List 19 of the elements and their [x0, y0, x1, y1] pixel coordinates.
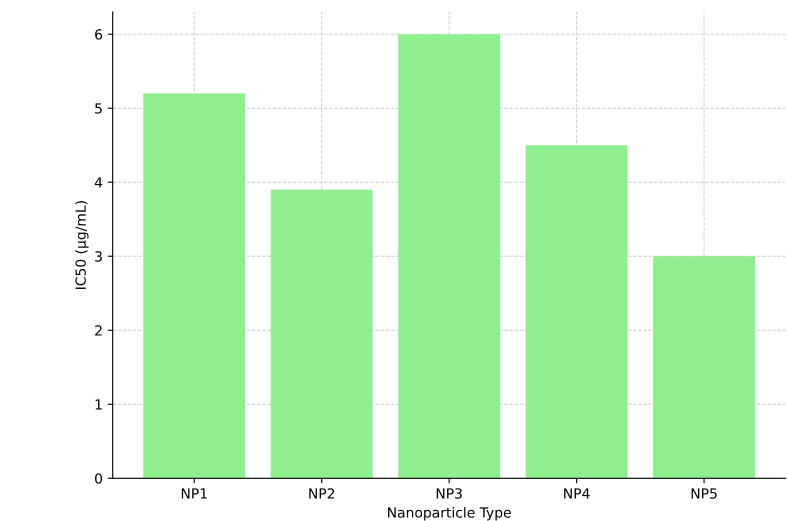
- x-tick-label: NP3: [436, 488, 462, 499]
- x-tick-label: NP2: [309, 488, 334, 499]
- y-axis-title: IC50 (µg/mL): [75, 201, 89, 289]
- bar: [270, 190, 373, 478]
- x-tick-label: NP1: [182, 488, 207, 499]
- bar: [653, 256, 756, 478]
- y-tick-label: 1: [96, 399, 102, 410]
- y-tick-label: 2: [95, 325, 102, 336]
- bar: [526, 145, 628, 478]
- y-tick-label: 5: [95, 103, 102, 114]
- bar: [398, 34, 500, 478]
- y-tick-label: 4: [94, 177, 102, 188]
- y-tick-label: 3: [95, 251, 102, 262]
- y-tick-label: 6: [95, 29, 102, 40]
- x-axis-title: Nanoparticle Type: [388, 507, 511, 520]
- y-tick-label: 0: [95, 473, 102, 484]
- x-tick-label: NP4: [564, 488, 590, 499]
- x-tick-label: NP5: [692, 488, 717, 499]
- bar: [143, 93, 246, 478]
